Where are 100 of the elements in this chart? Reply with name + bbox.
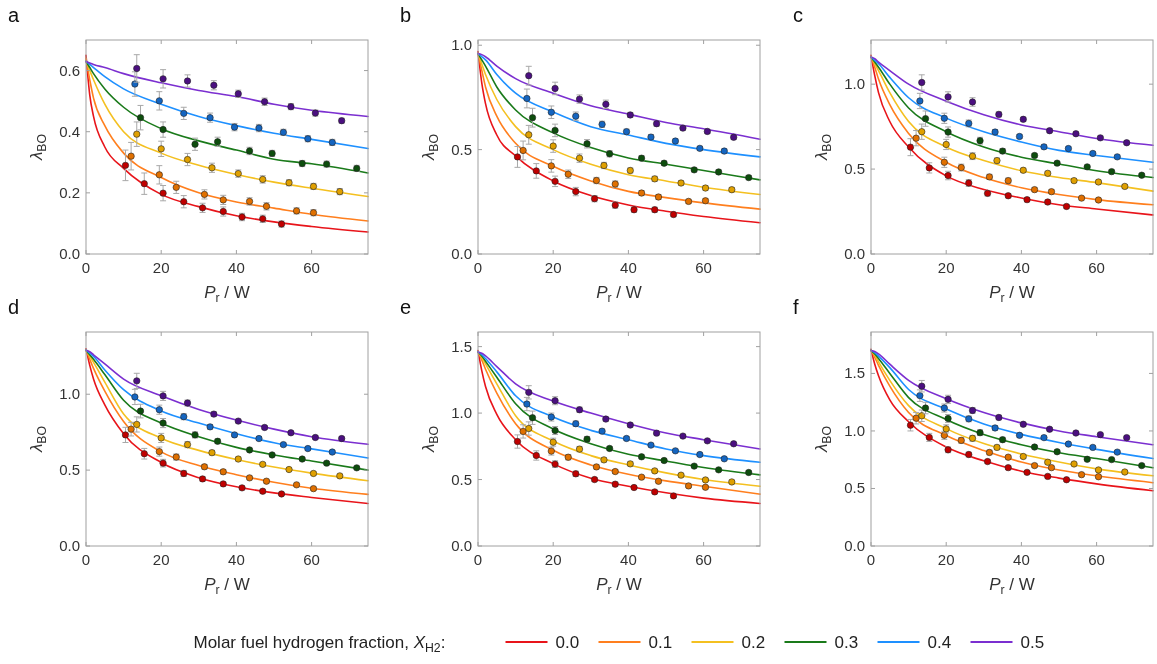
x-tick-label: 0 xyxy=(81,259,91,276)
point xyxy=(906,143,914,151)
point xyxy=(532,167,540,175)
y-tick-label: 0.4 xyxy=(59,122,80,140)
y-tick-label: 0.0 xyxy=(844,537,865,554)
y-tick-label: 1.5 xyxy=(451,337,472,355)
line-series xyxy=(85,60,369,150)
chart-title: c xyxy=(793,4,803,26)
x-tick-label: 0 xyxy=(866,259,876,276)
point xyxy=(285,466,293,474)
point xyxy=(906,421,914,429)
x-tick-label: 60 xyxy=(695,259,712,276)
point xyxy=(523,94,531,102)
point xyxy=(155,171,163,179)
x-tick-label: 20 xyxy=(544,551,562,568)
point xyxy=(529,114,537,122)
y-tick-label: 0.5 xyxy=(844,479,865,497)
y-tick-label: 1.0 xyxy=(59,385,80,403)
point xyxy=(131,393,139,401)
legend-label: 0.1 xyxy=(648,633,673,652)
y-tick-label: 0.2 xyxy=(59,183,80,201)
point xyxy=(525,131,533,139)
chart-title: e xyxy=(400,296,412,318)
y-tick-label: 0.5 xyxy=(451,140,472,158)
y-tick-label: 1.0 xyxy=(844,421,865,439)
x-tick-label: 40 xyxy=(228,551,245,568)
point xyxy=(127,425,135,433)
point xyxy=(140,180,148,188)
point xyxy=(127,152,135,160)
x-axis-title: P$_{r}$ / W xyxy=(204,283,250,305)
point xyxy=(916,97,924,105)
point xyxy=(922,115,930,123)
x-tick-label: 40 xyxy=(620,551,637,568)
y-tick-label: 0.0 xyxy=(844,245,865,262)
x-axis-title: P$_{r}$ / W xyxy=(989,283,1035,305)
y-tick-label: 0.0 xyxy=(451,245,472,262)
x-axis-title: P$_{r}$ / W xyxy=(596,283,642,305)
y-tick-label: 0.0 xyxy=(59,537,80,554)
point xyxy=(184,77,192,85)
point xyxy=(121,431,129,439)
chart-title: d xyxy=(8,296,20,318)
legend-title: Molar fuel hydrogen fraction, X$_{H2}$: xyxy=(193,633,446,655)
x-tick-label: 0 xyxy=(473,259,483,276)
point xyxy=(551,84,559,92)
x-tick-label: 60 xyxy=(695,551,712,568)
x-tick-label: 60 xyxy=(1088,551,1105,568)
legend-label: 0.2 xyxy=(741,633,766,652)
point xyxy=(137,114,145,122)
legend-label: 0.0 xyxy=(555,633,580,652)
y-tick-label: 0.5 xyxy=(844,160,865,178)
point xyxy=(137,407,145,415)
point xyxy=(551,126,559,134)
x-tick-label: 20 xyxy=(937,551,955,568)
point xyxy=(155,97,163,105)
point xyxy=(157,145,165,153)
point xyxy=(159,75,167,83)
y-tick-label: 1.0 xyxy=(451,404,472,422)
point xyxy=(159,189,167,197)
line-series xyxy=(477,52,761,140)
x-tick-label: 20 xyxy=(544,259,562,276)
x-tick-label: 20 xyxy=(152,551,170,568)
point xyxy=(912,134,920,142)
y-tick-label: 0.0 xyxy=(59,245,80,262)
chart-title: b xyxy=(400,4,412,26)
y-tick-label: 0.0 xyxy=(451,537,472,554)
x-axis-title: P$_{r}$ / W xyxy=(989,575,1035,597)
x-axis-title: P$_{r}$ / W xyxy=(204,575,250,597)
x-tick-label: 40 xyxy=(1013,259,1030,276)
point xyxy=(513,153,521,161)
x-tick-label: 40 xyxy=(620,259,637,276)
point xyxy=(519,146,527,154)
x-tick-label: 0 xyxy=(866,551,876,568)
legend-label: 0.4 xyxy=(927,633,952,652)
y-tick-label: 1.0 xyxy=(844,75,865,93)
x-tick-label: 40 xyxy=(228,259,245,276)
y-tick-label: 1.5 xyxy=(844,364,865,382)
y-tick-label: 0.5 xyxy=(59,461,80,479)
line-series xyxy=(85,60,369,118)
chart-title: f xyxy=(793,296,799,318)
x-tick-label: 0 xyxy=(81,551,91,568)
y-tick-label: 0.6 xyxy=(59,61,80,79)
legend-label: 0.5 xyxy=(1020,633,1045,652)
point xyxy=(918,78,926,86)
x-tick-label: 40 xyxy=(1013,551,1030,568)
x-tick-label: 20 xyxy=(152,259,170,276)
point xyxy=(630,484,638,492)
point xyxy=(513,438,521,446)
y-tick-label: 0.5 xyxy=(451,470,472,488)
point xyxy=(121,161,129,169)
line-series xyxy=(477,52,761,158)
x-tick-label: 60 xyxy=(303,551,320,568)
x-tick-label: 0 xyxy=(473,551,483,568)
y-tick-label: 1.0 xyxy=(451,36,472,54)
point xyxy=(525,72,533,80)
point xyxy=(159,126,167,134)
line-series xyxy=(870,56,1154,147)
x-axis-title: P$_{r}$ / W xyxy=(596,575,642,597)
x-tick-label: 60 xyxy=(303,259,320,276)
point xyxy=(184,156,192,164)
x-tick-label: 60 xyxy=(1088,259,1105,276)
